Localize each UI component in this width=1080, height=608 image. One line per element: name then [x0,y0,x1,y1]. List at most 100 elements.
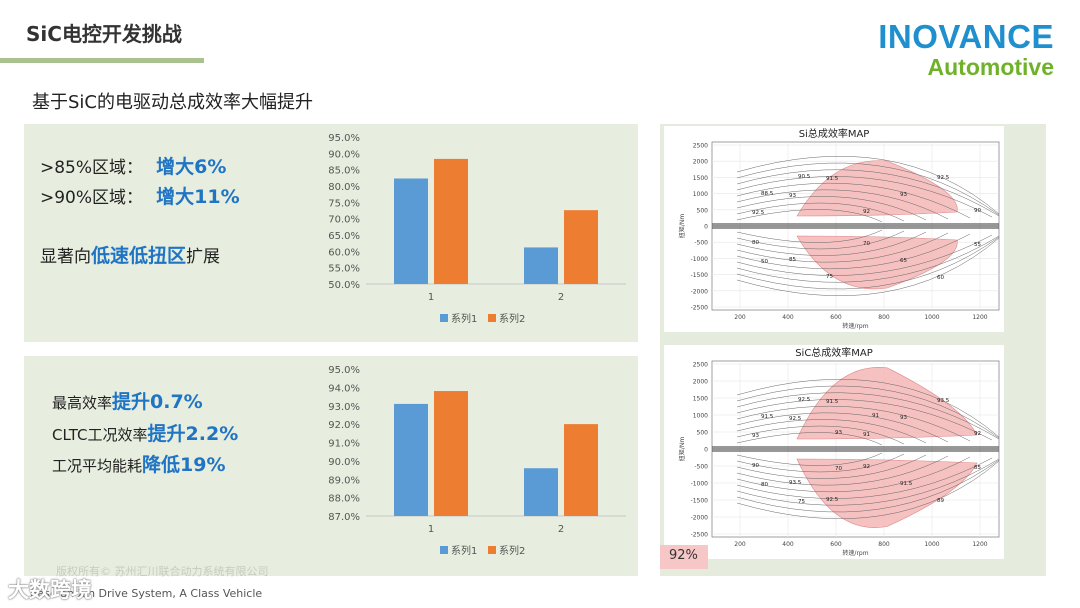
contour-line [736,457,993,499]
area90-row: >90%区域： 增大11% [40,182,240,209]
map-y-tick: 1000 [693,191,708,198]
energy-value: 降低19% [142,454,226,476]
contour-label: 80 [752,240,759,246]
contour-label: 75 [826,274,833,280]
cltc-eff-label: CLTC工况效率 [52,426,148,444]
map-y-tick: -1500 [691,272,709,279]
y-tick-label: 65.0% [328,231,360,242]
map-y-tick: 0 [704,224,708,231]
legend-swatch [440,546,448,554]
y-tick-label: 60.0% [328,247,360,258]
contour-line [736,455,949,486]
panel-efficiency-gain: 最高效率提升0.7% CLTC工况效率提升2.2% 工况平均能耗降低19% 95… [24,356,638,576]
contour-line [736,453,905,473]
map-y-tick: -1000 [691,256,709,263]
contour-line [736,237,1000,297]
contour-label: 89 [937,498,944,504]
map-x-tick: 600 [830,314,842,321]
contour-label: 92 [863,209,870,215]
legend-swatch [488,314,496,322]
high-efficiency-region-drive [796,366,978,440]
sic-efficiency-map: SiC总成效率MAP 2500 2000 1500 1000 500 0 -500 -1000 -… [664,345,1004,559]
map-y-tick: 2500 [693,143,708,150]
contour-line [736,209,883,223]
map-y-tick: 0 [704,447,708,454]
map-x-tick: 600 [830,541,842,548]
contour-line [736,162,1000,216]
contour-label: 50 [761,259,768,265]
contour-label: 90 [974,208,981,214]
contour-label: 91 [872,413,879,419]
y-tick-label: 70.0% [328,215,360,226]
y-tick-label: 89.0% [328,475,360,486]
y-tick-label: 55.0% [328,264,360,275]
contour-line [736,196,927,221]
contour-line [736,236,1000,290]
map-y-tick: 1500 [693,396,708,403]
contour-line [736,432,883,446]
map-y-tick: -1500 [691,498,709,505]
contour-label: 75 [798,499,805,505]
contour-line [736,392,1000,440]
contour-line [736,229,883,243]
map-x-tick: 1200 [972,541,987,548]
contour-label: 85 [974,465,981,471]
contour-label: 55 [974,242,981,248]
map-x-label: 转速/rpm [842,322,868,330]
area85-value: 增大6% [156,156,227,178]
contour-label: 93 [900,415,907,421]
bar-系列1-2 [524,468,558,516]
area90-label: >90%区域： [40,188,144,208]
cltc-eff-value: 提升2.2% [147,423,239,445]
map-y-tick: 2500 [693,362,708,369]
peak-eff-value: 提升0.7% [112,391,203,413]
bar-系列2-2 [564,210,598,284]
map-y-tick: 500 [697,207,709,214]
contour-label: 90.5 [798,174,811,180]
bar-系列2-1 [434,391,468,516]
map-y-tick: -2500 [691,305,709,312]
contour-label: 91.5 [826,399,839,405]
contour-label: 85 [789,257,796,263]
copyright-notice: 版权所有© 苏州汇川联合动力系统有限公司 [56,565,269,578]
map-x-tick: 800 [878,541,890,548]
contour-line [736,385,1000,439]
expansion-prefix: 显著向 [40,247,91,267]
contour-label: 92.5 [937,175,950,181]
contour-line [736,405,971,442]
legend-swatch [440,314,448,322]
contour-line [736,202,905,222]
contour-line [736,169,1000,217]
y-tick-label: 80.0% [328,182,360,193]
contour-line [736,176,993,218]
contour-line [736,412,949,443]
cltc-eff-row: CLTC工况效率提升2.2% [52,419,238,446]
efficiency-badge: 92% [660,545,708,569]
y-tick-label: 75.0% [328,198,360,209]
map-x-tick: 400 [782,314,794,321]
panel-efficiency-area: >85%区域： 增大6% >90%区域： 增大11% 显著向低速低扭区扩展 95… [24,124,638,342]
contour-line [736,456,971,493]
map-y-tick: -2000 [691,515,709,522]
contour-line [736,182,971,219]
x-tick-label: 1 [428,292,434,303]
contour-label: 91.5 [826,176,839,182]
contour-label: 93 [752,433,759,439]
y-tick-label: 91.0% [328,439,360,450]
map-x-label: 转速/rpm [842,549,868,557]
map-x-tick: 400 [782,541,794,548]
map-y-label: 扭矩/Nm [678,214,686,239]
y-tick-label: 94.0% [328,383,360,394]
area90-value: 增大11% [156,186,240,208]
contour-line [736,231,927,256]
title-underline [0,58,204,63]
contour-line [736,232,949,263]
contour-label: 92.5 [798,397,811,403]
bar-系列2-2 [564,424,598,516]
contour-label: 92 [863,464,870,470]
map-y-tick: 1500 [693,175,708,182]
map-x-tick: 800 [878,314,890,321]
bar-chart-area: 95.0% 90.0% 85.0% 80.0% 75.0% 70.0% 65.0% 60.0%… [328,133,626,325]
badge-value: 92% [669,548,698,563]
contour-label: 60 [937,275,944,281]
